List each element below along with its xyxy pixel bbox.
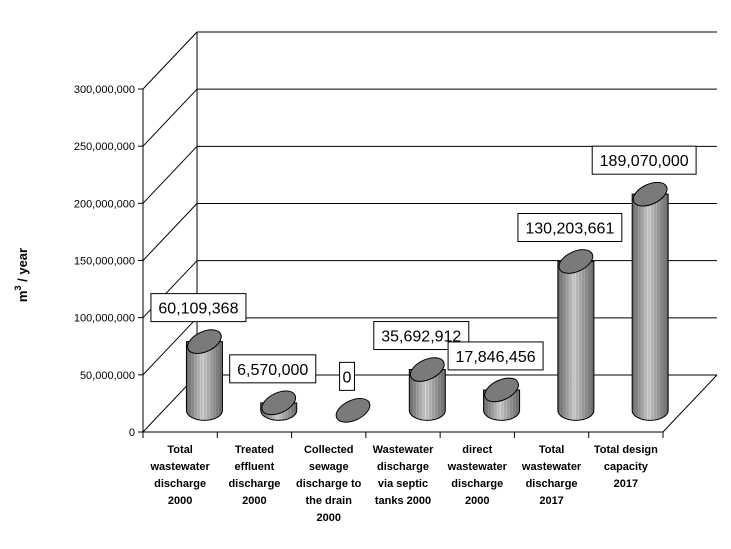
category-label: Treated effluent discharge 2000 [228,444,280,507]
category-label-line: Total [539,444,564,456]
bar-texture [632,194,669,421]
bar [260,390,298,421]
data-label: 35,692,912 [381,329,461,346]
category-label-line: Total [167,444,192,456]
bar [483,377,521,421]
category-label: Wastewater discharge via septic tanks 2000 [373,444,434,507]
side-gridline [142,145,198,204]
data-label: 130,203,661 [525,220,614,237]
category-label-line: Total design [594,444,658,456]
side-gridline [142,88,198,147]
category-label-line: discharge [451,478,503,490]
category-label-line: 2017 [539,495,563,507]
bar [631,181,669,421]
floor-right-edge [662,374,718,433]
data-labels: 60,109,368 6,570,000 0 35,692,912 17,846,456… [150,145,697,391]
bar [335,398,371,423]
data-label: 0 [343,369,352,386]
data-label-box [229,354,317,384]
category-label-line: 2000 [168,495,192,507]
bar [408,357,446,421]
axes: 0 50,000,000 100,000,000 150,000,000 200,000… [74,84,718,439]
y-tick-label: 300,000,000 [74,84,135,96]
bar [185,329,223,421]
category-label-line: via septic [378,478,428,490]
category-label-line: discharge [228,478,280,490]
bar-texture [557,261,594,421]
bar-top [261,390,297,416]
category-label-line: discharge [377,461,429,473]
data-label-box [447,341,544,371]
category-label-line: discharge to [296,478,362,490]
bar-texture [409,369,446,421]
bar-top [409,357,445,382]
data-label: 189,070,000 [600,153,689,170]
bar-top [632,181,668,207]
data-label: 60,109,368 [158,301,238,318]
side-gridline [142,317,198,376]
data-label: 6,570,000 [237,362,308,379]
bar-top [335,398,371,423]
category-labels: Total wastewater discharge 2000 Treated efflu… [149,444,658,524]
category-label-line: Wastewater [373,444,434,456]
category-label-line: 2000 [465,495,489,507]
category-label: direct wastewater discharge 2000 [447,444,508,507]
category-label-line: 2000 [316,512,340,524]
category-label-line: discharge [154,478,206,490]
category-label: Total wastewater discharge 2017 [521,444,582,507]
bar-texture [186,341,223,421]
category-label: Total design capacity 2017 [594,444,658,490]
data-label-box [517,212,623,242]
y-tick-label: 200,000,000 [74,198,135,210]
data-label-box [339,361,355,391]
y-tick-label: 100,000,000 [74,313,135,325]
y-tick-label: 0 [129,427,135,439]
category-label-line: capacity [604,461,649,473]
category-label-line: 2000 [242,495,266,507]
category-label-line: Collected [304,444,354,456]
side-gridline [142,203,198,261]
category-label-line: Treated [235,444,274,456]
data-label-box [591,145,697,175]
category-label: Collected sewage discharge to the drain 2000 [296,444,362,524]
bar-top [558,249,594,274]
category-label-line: wastewater [447,461,508,473]
y-axis-title: m3 / year [13,248,30,302]
y-tick-label: 50,000,000 [80,370,135,382]
category-label-line: direct [462,444,492,456]
bar-top [484,377,519,403]
category-label-line: wastewater [149,461,210,473]
category-label-line: 2017 [614,478,638,490]
category-label-line: the drain [305,495,352,507]
data-label-box [150,293,247,323]
y-tick-label: 250,000,000 [74,141,135,153]
category-label: Total wastewater discharge 2000 [149,444,210,507]
category-label-line: discharge [526,478,578,490]
data-label: 17,846,456 [456,349,536,366]
category-label-line: wastewater [521,461,582,473]
category-label-line: effluent [235,461,275,473]
category-label-line: sewage [309,461,349,473]
bar [557,249,595,421]
bar-top [187,329,222,354]
category-label-line: tanks 2000 [375,495,431,507]
y-tick-label: 150,000,000 [74,256,135,268]
bars [185,181,669,423]
side-gridline [142,31,198,90]
